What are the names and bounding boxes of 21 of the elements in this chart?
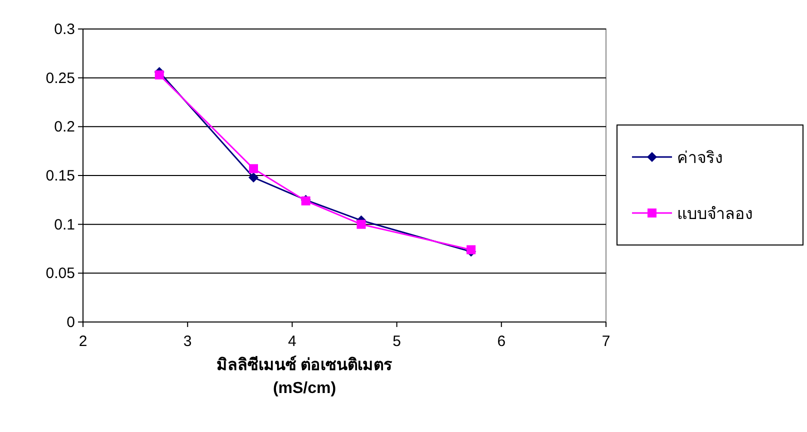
legend-label: แบบจำลอง	[677, 206, 753, 223]
point	[154, 70, 164, 80]
x-tick-label: 3	[183, 333, 192, 350]
x-axis-title: มิลลิซีเมนซ์ ต่อเซนติเมตร (mS/cm)	[216, 355, 393, 397]
legend-label: ค่าจริง	[677, 150, 723, 167]
y-tick-label: 0.25	[46, 70, 75, 87]
y-tick-label: 0.3	[54, 21, 75, 38]
y-tick-label: 0.1	[54, 216, 75, 234]
x-tick-label: 6	[497, 333, 506, 350]
point	[248, 172, 258, 182]
y-tick-label: 0.15	[46, 168, 75, 184]
y-tick-label: 0.2	[54, 118, 75, 136]
x-tick-label: 4	[288, 333, 296, 350]
point	[466, 245, 476, 254]
x-tick-label: 7	[602, 333, 610, 350]
y-tick-label: 0	[66, 314, 75, 331]
point	[356, 220, 366, 229]
y-tick-label: 0.05	[46, 265, 75, 282]
point	[249, 164, 258, 174]
x-tick-label: 2	[78, 333, 88, 350]
x-tick-label: 5	[392, 333, 401, 350]
